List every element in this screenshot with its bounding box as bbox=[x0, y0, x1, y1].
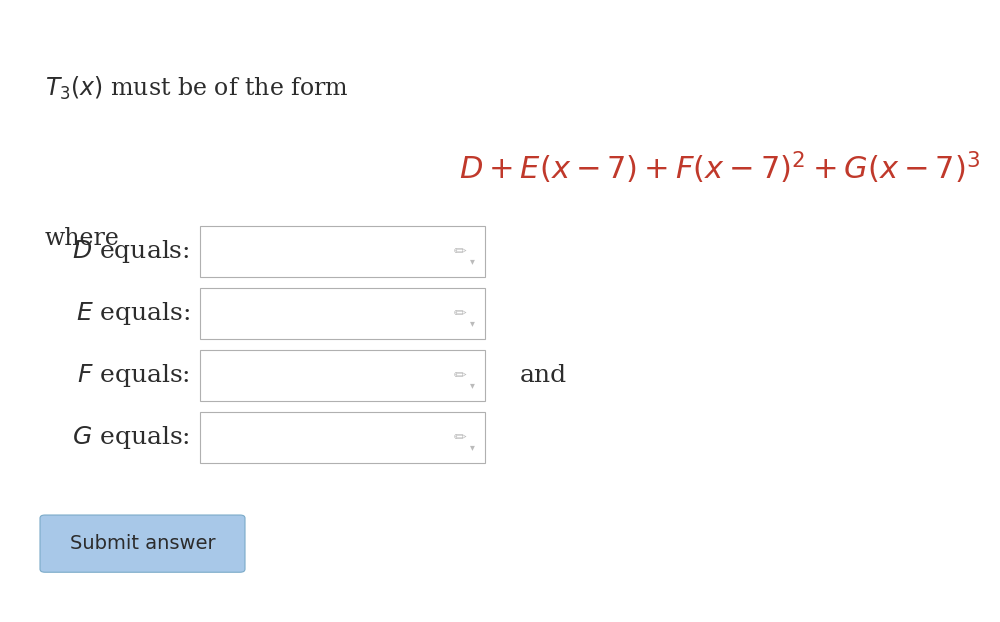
FancyBboxPatch shape bbox=[40, 515, 245, 572]
Text: $D + E(x - 7) + F(x - 7)^2 + G(x - 7)^3$: $D + E(x - 7) + F(x - 7)^2 + G(x - 7)^3$ bbox=[459, 149, 981, 186]
Text: ▾: ▾ bbox=[470, 380, 474, 390]
Text: $D$ equals:: $D$ equals: bbox=[72, 238, 190, 265]
Text: ✏: ✏ bbox=[454, 368, 466, 383]
Text: $F$ equals:: $F$ equals: bbox=[77, 362, 190, 389]
Text: $G$ equals:: $G$ equals: bbox=[72, 424, 190, 452]
Text: $T_3(x)$ must be of the form: $T_3(x)$ must be of the form bbox=[45, 75, 349, 102]
Text: ✏: ✏ bbox=[454, 430, 466, 445]
FancyBboxPatch shape bbox=[200, 288, 485, 339]
FancyBboxPatch shape bbox=[200, 226, 485, 277]
Text: and: and bbox=[520, 364, 567, 387]
FancyBboxPatch shape bbox=[200, 350, 485, 401]
Text: $E$ equals:: $E$ equals: bbox=[76, 300, 190, 327]
Text: Submit answer: Submit answer bbox=[70, 534, 215, 553]
Text: ✏: ✏ bbox=[454, 244, 466, 259]
Text: where: where bbox=[45, 227, 120, 250]
Text: ✏: ✏ bbox=[454, 306, 466, 321]
Text: ▾: ▾ bbox=[470, 442, 474, 452]
Text: ▾: ▾ bbox=[470, 318, 474, 328]
FancyBboxPatch shape bbox=[200, 412, 485, 463]
Text: ▾: ▾ bbox=[470, 256, 474, 266]
